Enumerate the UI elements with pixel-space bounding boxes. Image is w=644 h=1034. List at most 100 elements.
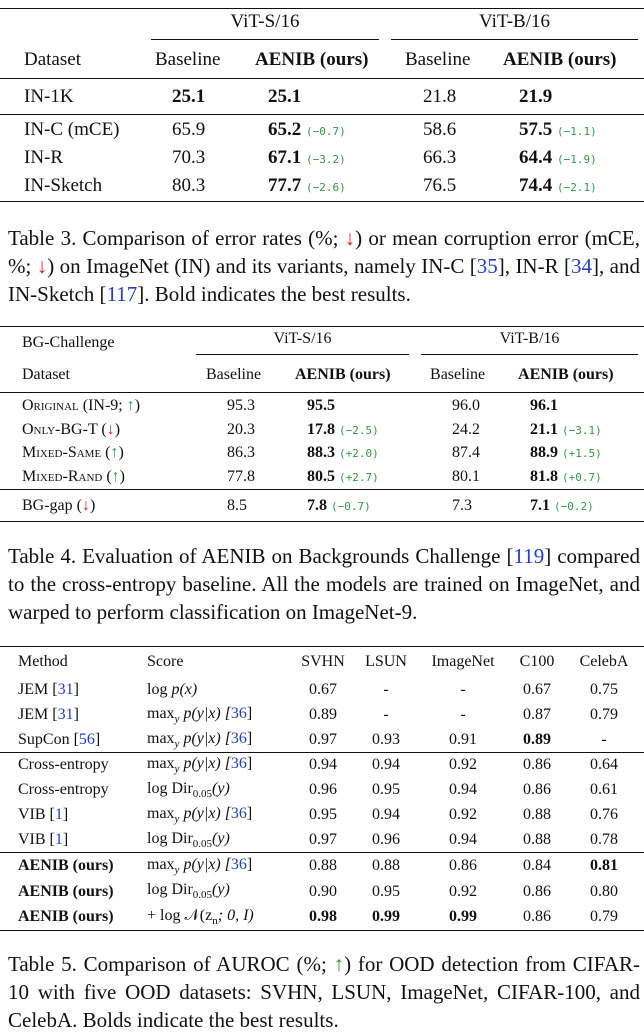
layout: [0, 9, 145, 43]
layout: ViT-S/16: [190, 327, 415, 359]
method: JEM [31]: [0, 703, 145, 728]
delta: (+1.5): [562, 447, 602, 460]
column-header: AENIB (ours): [503, 49, 617, 71]
column-header: AENIB (ours): [518, 366, 614, 384]
caption: Table 3. Comparison of error rates (%; ↓…: [8, 224, 640, 308]
method: AENIB (ours): [0, 879, 145, 905]
delta: (−2.5): [339, 424, 379, 437]
cell: 17.8: [307, 421, 335, 438]
cell: 21.8: [423, 85, 457, 107]
cell: 65.9: [172, 118, 206, 140]
layout: IN-C (mCE) 65.9 65.2 (−0.7) 58.6 57.5 (−1.1): [0, 114, 644, 145]
layout: 7.8 (−0.7): [285, 490, 415, 522]
method-text: JEM [: [18, 706, 58, 723]
cell: 0.89: [523, 730, 551, 748]
score-text: p(y|x) [: [179, 729, 231, 747]
method-text: 56: [78, 730, 95, 748]
group-header: ViT-B/16: [421, 330, 639, 356]
score-text: + log 𝒩(z: [147, 907, 213, 925]
method: AENIB (ours): [0, 905, 145, 931]
text: 119: [513, 544, 545, 568]
delta: (−3.1): [562, 424, 602, 437]
score-sub: y: [174, 713, 180, 726]
method-text: Cross-entropy: [18, 781, 109, 798]
cell: 0.86: [523, 781, 551, 798]
score-text: (y): [212, 881, 230, 899]
method-text: AENIB (ours): [18, 856, 114, 874]
cell: -: [383, 681, 389, 698]
table-row: JEM [31] maxy p(y|x) [36] 0.89- -0.87 0.79: [0, 703, 644, 728]
column-header: Baseline: [206, 366, 262, 384]
text: ) for OOD detection from CIFAR-10 with f…: [8, 952, 640, 1032]
layout: JEM [31] log p(x) 0.67- -0.67 0.75 JEM [31] ma…: [0, 678, 644, 931]
table-5: Method Score SVHN LSUN ImageNet C100 CelebA JE…: [0, 646, 644, 931]
layout: Mixed-Rand (↑) 77.8 80.5 (+2.7) 80.1 81.8 (…: [0, 465, 644, 490]
cell: 67.1: [268, 146, 302, 168]
layout: Dataset Baseline AENIB (ours) Baseline AENIB…: [0, 43, 644, 79]
layout: 80.5 (+2.7): [285, 465, 415, 490]
method: VIB [1]: [0, 803, 145, 828]
table-row: VIB [1] maxy p(y|x) [36] 0.95 0.94 0.92 0.88 0…: [0, 803, 644, 828]
text: ): [114, 421, 121, 438]
method-text: 31: [57, 681, 74, 698]
row-label: Mixed-Rand (↑): [0, 465, 190, 490]
table-4: BG-Challenge ViT-S/16 ViT-B/16 Dataset Ba…: [0, 326, 644, 522]
column-header: Dataset: [22, 366, 70, 384]
cell: 0.96: [309, 781, 337, 798]
cell: 8.5: [227, 496, 247, 514]
layout: 67.1 (−3.2): [245, 145, 385, 171]
column-header: ImageNet: [431, 653, 495, 671]
cell: 0.94: [309, 756, 337, 774]
cell: 0.61: [590, 781, 618, 798]
score: maxy p(y|x) [36]: [145, 853, 290, 879]
cell: 80.5: [307, 467, 335, 485]
cell: 0.93: [372, 730, 400, 748]
row-label: Mixed-Same (↑): [0, 442, 190, 465]
column-header: Score: [147, 653, 184, 671]
cell: -: [460, 681, 466, 698]
cell: 20.3: [227, 421, 255, 438]
text: ↓: [344, 226, 356, 250]
delta: (−0.2): [554, 499, 594, 513]
method-text: SupCon [: [18, 730, 79, 748]
method: SupCon [56]: [0, 728, 145, 753]
cell: 80.1: [452, 467, 481, 485]
row-label: BG-gap (↓): [0, 490, 190, 522]
score-text: ]: [246, 804, 253, 822]
text: Table 3. Comparison of error rates (%;: [8, 226, 345, 250]
cell: 0.79: [590, 908, 618, 926]
score-sub: 0.05: [192, 788, 213, 801]
cell: 88.3: [307, 444, 335, 461]
text: Table 4. Evaluation of AENIB on Backgrou…: [8, 544, 514, 568]
layout: Dataset Baseline AENIB (ours) Baseline AENIB…: [0, 359, 644, 393]
text: ) on ImageNet (IN) and its variants, nam…: [47, 254, 477, 278]
delta: (−0.7): [306, 124, 346, 138]
cell: 24.2: [452, 421, 481, 438]
layout: IN-Sketch 80.3 77.7 (−2.6) 76.5 74.4 (−2.1): [0, 171, 644, 202]
text: ], IN-R [: [497, 254, 572, 278]
text: Mixed-Rand (: [22, 467, 112, 485]
delta: (−0.7): [331, 499, 371, 513]
layout: 77.7 (−2.6): [245, 171, 385, 202]
score-sub: y: [174, 863, 180, 876]
score: log Dir0.05(y): [145, 828, 290, 853]
text: ], and IN-Sketch [: [8, 254, 640, 306]
row-label: IN-1K: [24, 85, 74, 107]
cell: 65.2: [268, 118, 302, 140]
score-sub: y: [174, 737, 180, 750]
cell: 0.79: [590, 706, 618, 723]
cell: 0.89: [309, 706, 337, 723]
method: Cross-entropy: [0, 778, 145, 803]
delta: (+2.7): [339, 470, 379, 484]
text: ↓: [36, 254, 48, 278]
score-ref: 36: [230, 755, 247, 773]
cell: 86.3: [227, 444, 255, 461]
cell: 87.4: [452, 444, 481, 461]
method-text: ]: [62, 806, 69, 823]
cell: 0.94: [449, 830, 477, 848]
cell: 0.88: [372, 856, 400, 874]
cell: 7.3: [452, 496, 473, 514]
layout: IN-1K 25.1 25.1 21.8 21.9: [0, 78, 644, 115]
cell: 21.9: [519, 85, 553, 107]
